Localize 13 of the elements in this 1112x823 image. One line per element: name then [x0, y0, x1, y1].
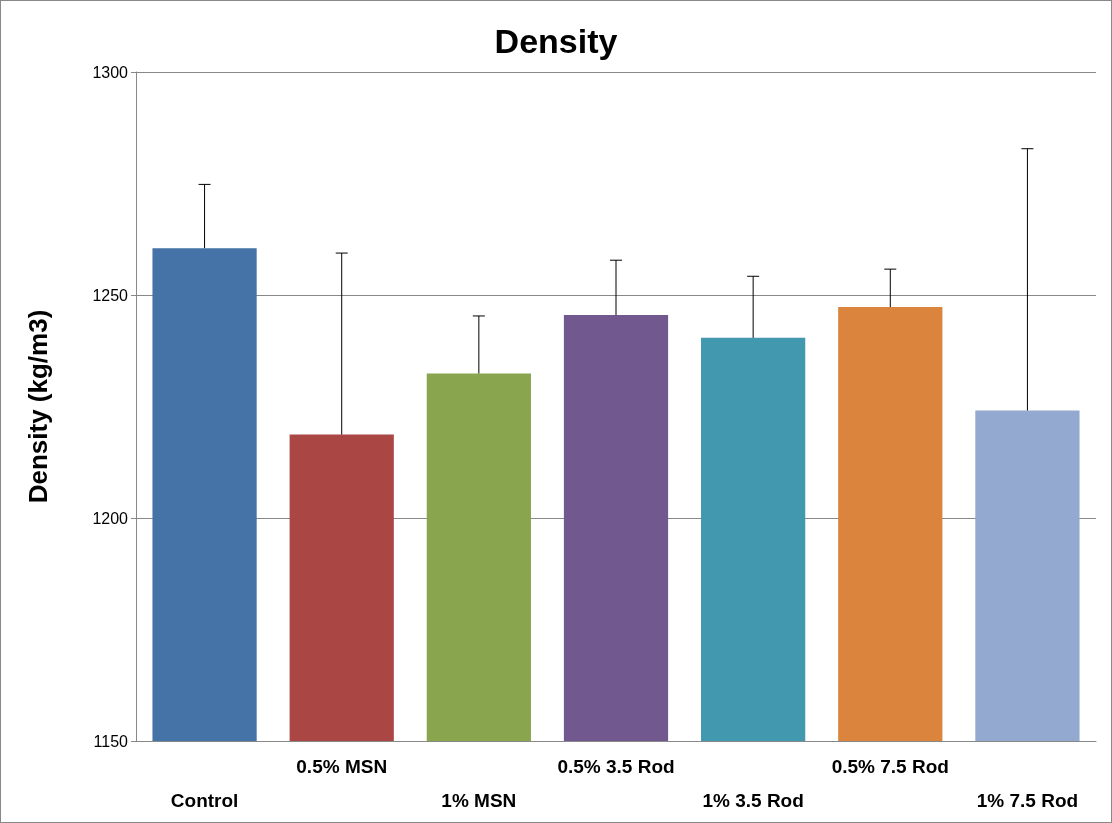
x-tick-label: Control: [170, 789, 239, 811]
y-tick-label: 1150: [93, 732, 129, 750]
y-axis-title: Density (kg/m3): [23, 309, 53, 504]
y-tick-label: 1250: [92, 286, 129, 304]
chart-title: Density: [494, 22, 618, 60]
x-tick-label: 1% MSN: [441, 789, 517, 811]
x-tick-label: 0.5% 3.5 Rod: [557, 755, 675, 777]
x-tick-label: 1% 7.5 Rod: [976, 789, 1079, 811]
x-tick-label: 0.5% 7.5 Rod: [831, 755, 949, 777]
x-tick-label: 0.5% MSN: [296, 755, 388, 777]
x-tick-label: 1% 3.5 Rod: [702, 789, 804, 811]
y-tick-label: 1200: [92, 509, 129, 527]
y-tick-label: 1300: [92, 63, 129, 81]
